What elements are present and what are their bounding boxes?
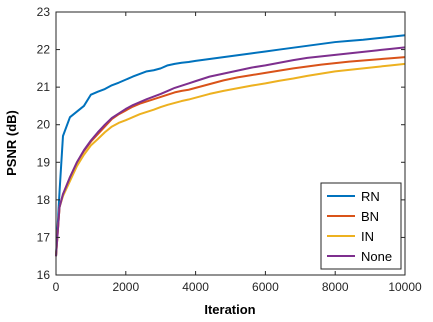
legend: RN BN IN None xyxy=(320,182,402,270)
series-line-none xyxy=(55,46,406,257)
y-tick-label: 23 xyxy=(37,5,51,19)
series-line-rn xyxy=(55,34,406,257)
y-tick-label: 20 xyxy=(37,118,51,132)
axes-box xyxy=(55,11,406,276)
x-tick-label: 10000 xyxy=(388,280,422,294)
x-tick-label: 8000 xyxy=(322,280,349,294)
legend-label-bn: BN xyxy=(361,209,379,224)
y-tick-label: 22 xyxy=(37,43,51,57)
y-tick-label: 21 xyxy=(37,80,51,94)
legend-label-rn: RN xyxy=(361,189,380,204)
y-axis-label: PSNR (dB) xyxy=(4,110,19,176)
x-axis-label: Iteration xyxy=(204,302,255,317)
y-tick-label: 19 xyxy=(37,155,51,169)
x-tick-label: 2000 xyxy=(112,280,139,294)
legend-label-none: None xyxy=(361,249,392,264)
x-tick-label: 0 xyxy=(53,280,60,294)
legend-box xyxy=(320,182,402,270)
y-tick-label: 16 xyxy=(37,268,51,282)
ticks-layer: 0 2000 4000 6000 8000 10000 16 17 18 19 20 21 22 23 xyxy=(37,5,422,294)
legend-label-in: IN xyxy=(361,229,374,244)
y-tick-label: 17 xyxy=(37,230,51,244)
axes-layer xyxy=(55,11,406,276)
x-tick-label: 6000 xyxy=(252,280,279,294)
series-layer xyxy=(55,34,406,257)
y-tick-label: 18 xyxy=(37,193,51,207)
series-line-in xyxy=(55,62,406,257)
x-tick-label: 4000 xyxy=(182,280,209,294)
